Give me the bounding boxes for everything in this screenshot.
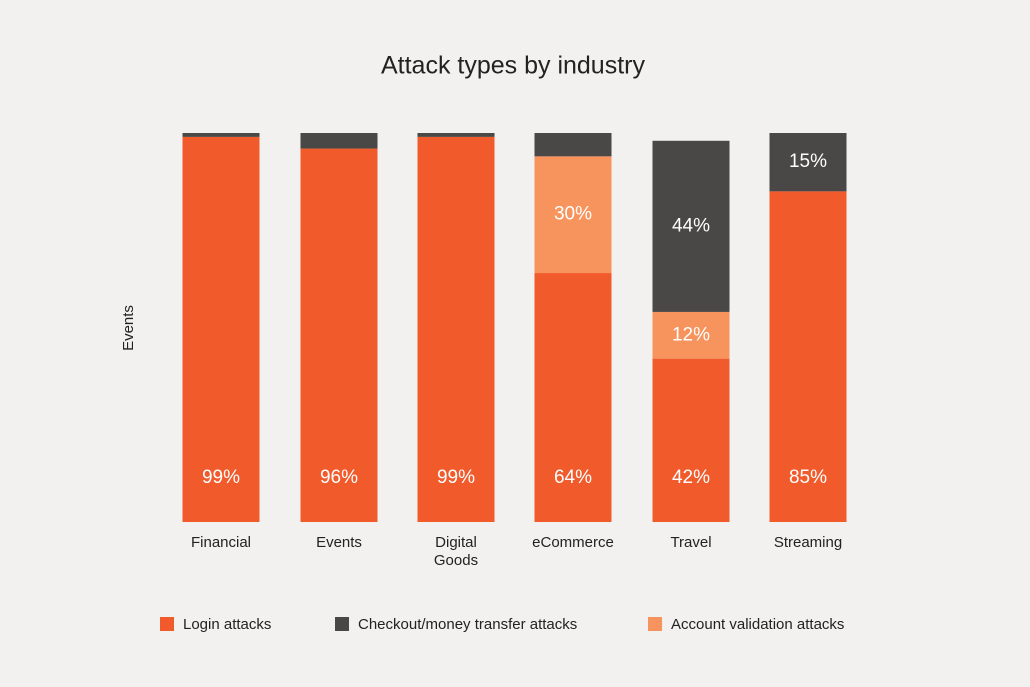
data-label: 44% bbox=[672, 215, 710, 236]
data-label: 99% bbox=[202, 467, 240, 488]
x-tick-label: Streaming bbox=[773, 534, 843, 551]
x-tick-label: Financial bbox=[190, 534, 252, 551]
legend-swatch bbox=[160, 617, 174, 631]
x-tick-label: Travel bbox=[670, 534, 712, 551]
bar-segment bbox=[769, 133, 847, 192]
bar-segment bbox=[652, 358, 730, 522]
bar-segment bbox=[182, 133, 260, 137]
bar-segment bbox=[534, 156, 612, 274]
legend-swatch bbox=[335, 617, 349, 631]
data-label: 96% bbox=[320, 467, 358, 488]
bar-segment bbox=[417, 133, 495, 137]
bar-segment bbox=[300, 133, 378, 149]
data-label: 30% bbox=[554, 204, 592, 225]
bar-segment bbox=[652, 311, 730, 359]
bar-segment bbox=[534, 273, 612, 522]
x-tick-label: Digital Goods bbox=[433, 534, 479, 569]
chart-title: Attack types by industry bbox=[381, 52, 646, 80]
data-label: 64% bbox=[554, 467, 592, 488]
bar-segment bbox=[300, 148, 378, 522]
legend-label: Account validation attacks bbox=[671, 616, 844, 633]
data-label: 42% bbox=[672, 467, 710, 488]
data-label: 99% bbox=[437, 467, 475, 488]
legend-label: Login attacks bbox=[183, 616, 271, 633]
bar-segment bbox=[417, 136, 495, 522]
bar-segment bbox=[652, 140, 730, 312]
bar-segment bbox=[769, 191, 847, 522]
data-label: 85% bbox=[789, 467, 827, 488]
y-axis-label: Events bbox=[120, 305, 137, 351]
bar-segment bbox=[534, 133, 612, 157]
bar-segment bbox=[182, 136, 260, 522]
data-label: 15% bbox=[789, 151, 827, 172]
x-tick-label: eCommerce bbox=[532, 534, 614, 551]
x-tick-label: Events bbox=[316, 534, 362, 551]
data-label: 12% bbox=[672, 324, 710, 345]
legend-swatch bbox=[648, 617, 662, 631]
legend-label: Checkout/money transfer attacks bbox=[358, 616, 577, 633]
